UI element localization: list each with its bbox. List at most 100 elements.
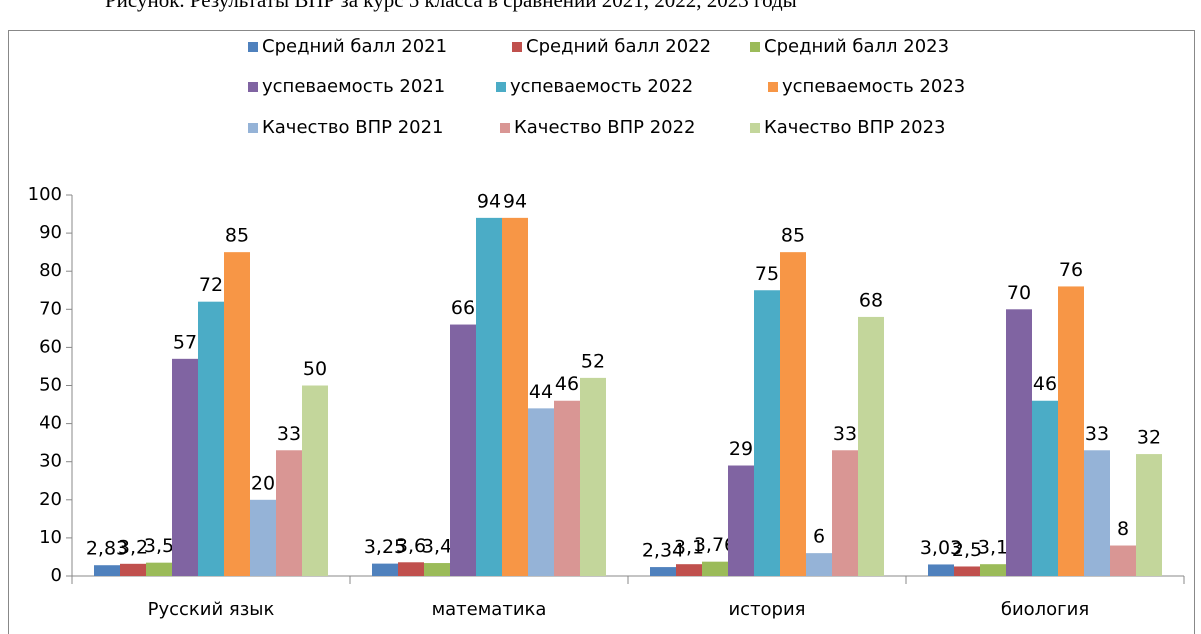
- value-label: 8: [1117, 518, 1129, 540]
- bar: [528, 408, 554, 576]
- value-label: 94: [503, 190, 527, 212]
- bar: [250, 499, 276, 576]
- legend-swatch: [248, 82, 258, 92]
- bar: [954, 566, 980, 576]
- legend-swatch: [768, 82, 778, 92]
- value-label: 29: [729, 438, 753, 460]
- x-tick-label: Русский язык: [148, 599, 275, 620]
- legend-swatch: [496, 82, 506, 92]
- value-label: 52: [581, 350, 605, 372]
- y-tick-label: 100: [28, 184, 62, 205]
- bar: [120, 563, 146, 576]
- x-tick-label: математика: [432, 599, 547, 620]
- value-label: 46: [1033, 373, 1057, 395]
- legend-label: успеваемость 2022: [510, 76, 693, 97]
- bar: [554, 400, 580, 576]
- value-label: 3,2: [118, 536, 148, 558]
- value-label: 85: [225, 225, 249, 247]
- bar: [1136, 454, 1162, 576]
- y-tick-label: 0: [51, 565, 62, 586]
- bar: [94, 565, 120, 576]
- value-label: 3,25: [364, 536, 406, 558]
- value-label: 3,76: [694, 534, 736, 556]
- bar: [502, 217, 528, 577]
- value-label: 6: [813, 526, 825, 548]
- bar: [146, 562, 172, 576]
- value-label: 46: [555, 373, 579, 395]
- bar: [728, 465, 754, 576]
- value-label: 20: [251, 472, 275, 494]
- legend-swatch: [512, 42, 522, 52]
- legend-label: Качество ВПР 2021: [262, 117, 444, 138]
- value-label: 68: [859, 289, 883, 311]
- value-label: 85: [781, 225, 805, 247]
- legend-label: Качество ВПР 2022: [514, 117, 696, 138]
- value-label: 3,6: [396, 535, 426, 557]
- x-tick-label: биология: [1001, 599, 1089, 620]
- value-label: 33: [833, 423, 857, 445]
- y-tick-label: 30: [39, 451, 62, 472]
- bar: [1032, 400, 1058, 576]
- legend-label: Средний балл 2021: [262, 36, 447, 57]
- y-tick-label: 60: [39, 336, 62, 357]
- bar: [580, 377, 606, 576]
- legend-swatch: [248, 123, 258, 133]
- value-label: 32: [1137, 427, 1161, 449]
- value-label: 72: [199, 274, 223, 296]
- bar: [302, 385, 328, 576]
- bar: [1006, 309, 1032, 576]
- bar: [676, 564, 702, 576]
- bar: [754, 290, 780, 576]
- legend-swatch: [500, 123, 510, 133]
- legend-label: Качество ВПР 2023: [764, 117, 946, 138]
- value-label: 70: [1007, 282, 1031, 304]
- y-tick-label: 90: [39, 222, 62, 243]
- y-tick-label: 40: [39, 413, 62, 434]
- bar: [372, 563, 398, 576]
- y-tick-label: 10: [39, 527, 62, 548]
- legend-label: успеваемость 2021: [262, 76, 445, 97]
- value-label: 33: [1085, 423, 1109, 445]
- value-label: 75: [755, 263, 779, 285]
- y-tick-label: 50: [39, 375, 62, 396]
- legend-label: Средний балл 2023: [764, 36, 949, 57]
- value-label: 3,4: [422, 536, 452, 558]
- bar: [398, 562, 424, 576]
- chart-border: [8, 30, 1195, 634]
- x-tick-label: история: [728, 599, 805, 620]
- value-label: 3,03: [920, 537, 962, 559]
- bar: [224, 252, 250, 576]
- bar: [172, 358, 198, 576]
- value-label: 2,34: [642, 540, 684, 562]
- bar: [276, 450, 302, 576]
- value-label: 3,5: [144, 535, 174, 557]
- chart-title: Рисунок. Результаты ВПР за курс 5 класса…: [105, 0, 797, 12]
- bar: [702, 561, 728, 576]
- bar: [806, 553, 832, 576]
- value-label: 66: [451, 297, 475, 319]
- y-tick-label: 70: [39, 298, 62, 319]
- bar: [450, 324, 476, 576]
- y-tick-label: 80: [39, 260, 62, 281]
- y-tick-label: 20: [39, 489, 62, 510]
- bar: [424, 563, 450, 576]
- legend-swatch: [248, 42, 258, 52]
- value-label: 44: [529, 381, 553, 403]
- value-label: 50: [303, 358, 327, 380]
- value-label: 3,1: [978, 537, 1008, 559]
- bar: [780, 252, 806, 576]
- bar: [1084, 450, 1110, 576]
- value-label: 2,83: [86, 538, 128, 560]
- bar: [858, 316, 884, 576]
- bar: [650, 567, 676, 576]
- legend-swatch: [750, 42, 760, 52]
- value-label: 33: [277, 423, 301, 445]
- value-label: 3,1: [674, 537, 704, 559]
- bar: [928, 564, 954, 576]
- value-label: 76: [1059, 259, 1083, 281]
- bar: [476, 217, 502, 577]
- value-label: 57: [173, 331, 197, 353]
- value-label: 2,5: [952, 539, 982, 561]
- bar: [832, 450, 858, 576]
